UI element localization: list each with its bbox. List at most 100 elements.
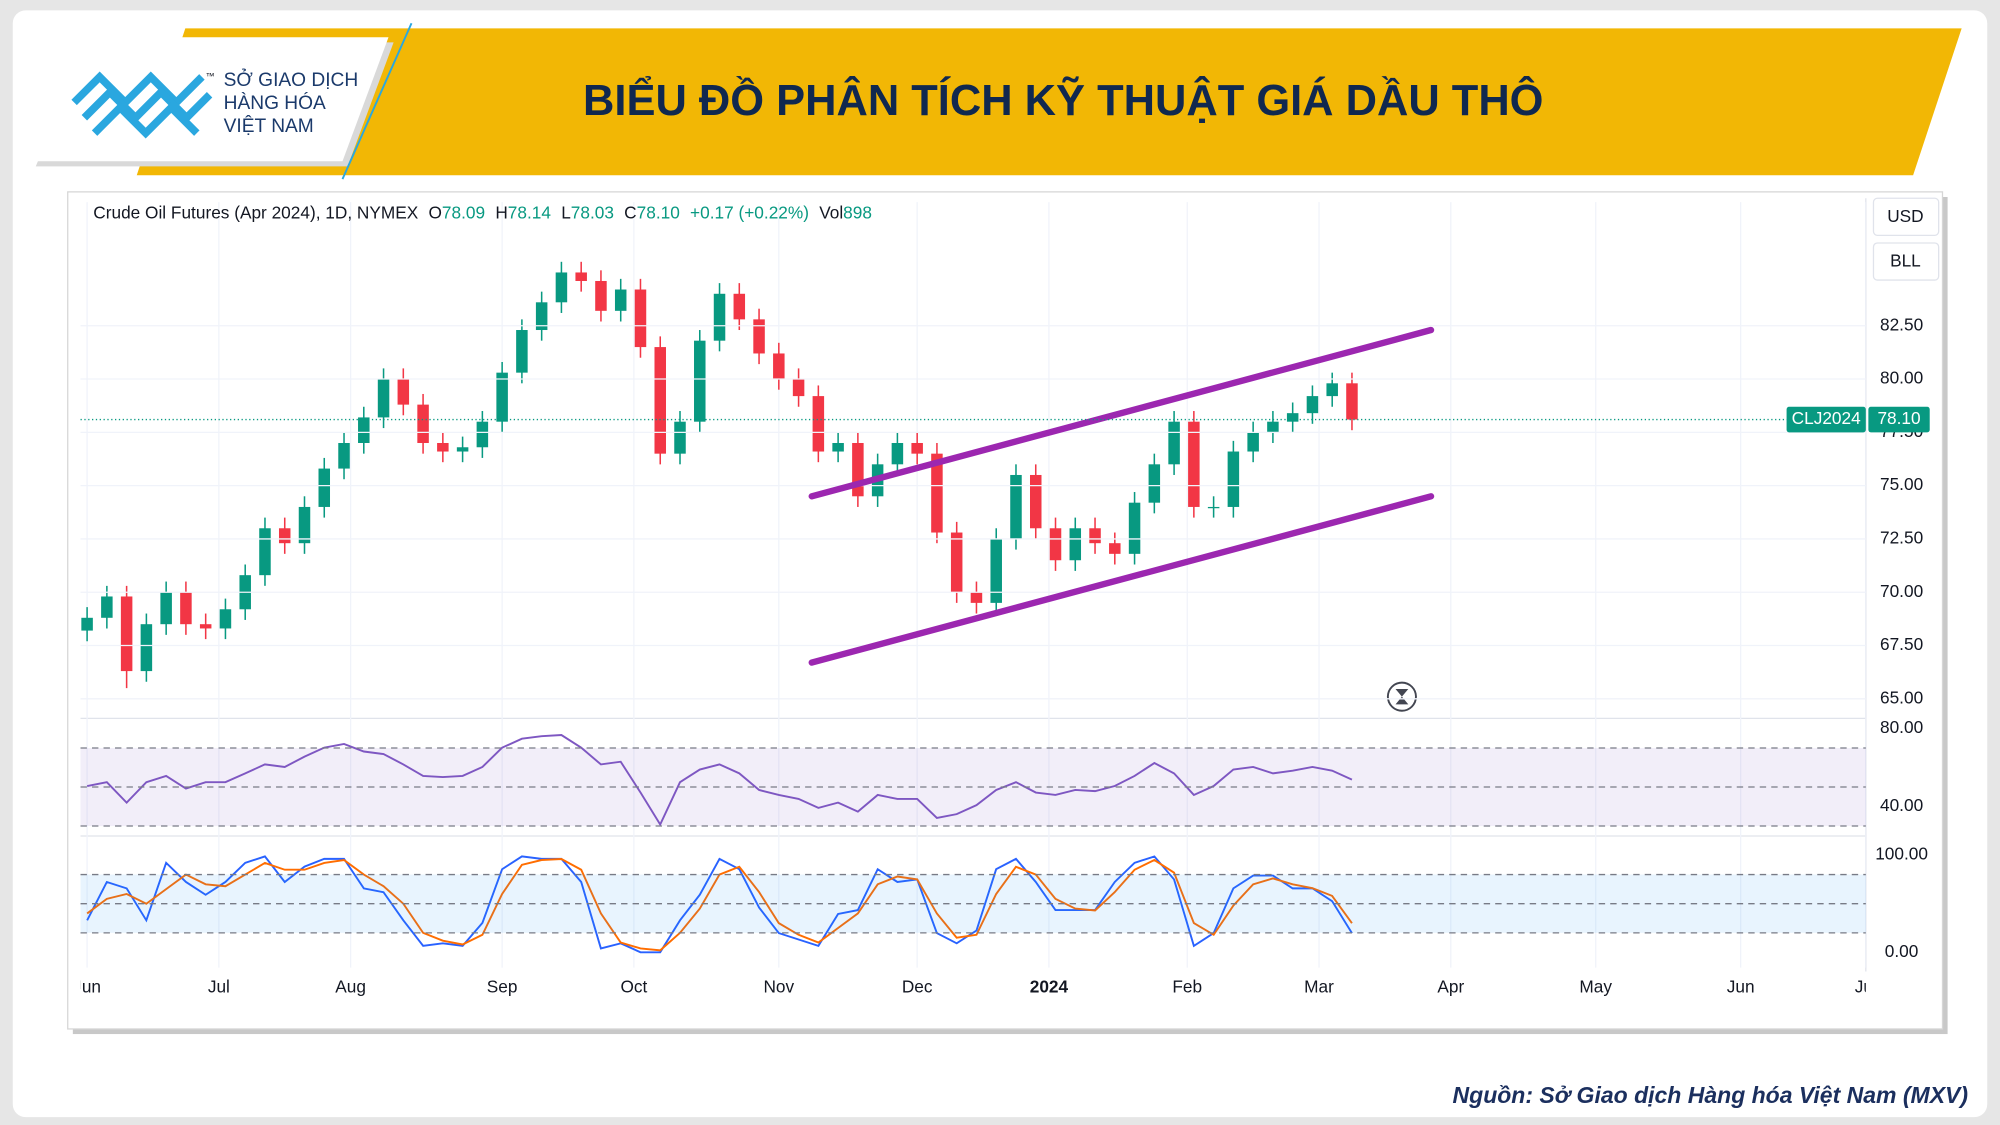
y-tick-label: 65.00	[1880, 687, 1923, 707]
candle-body	[377, 379, 390, 418]
candle-body	[1049, 528, 1062, 561]
hourglass	[1395, 689, 1409, 705]
candle-body	[773, 353, 785, 380]
candle-body	[1326, 383, 1338, 397]
currency-label: USD	[1887, 206, 1923, 226]
indicator-line	[86, 734, 1353, 827]
unit-label: BLL	[1890, 251, 1921, 271]
y-tick-label: 72.50	[1880, 527, 1923, 547]
logo-icon	[71, 71, 213, 139]
y-tick-label: 0.00	[1885, 941, 1919, 961]
candle-body	[1168, 421, 1180, 465]
candle-body	[911, 442, 923, 454]
logo-text: HÀNG HÓA	[224, 92, 326, 114]
chart-title: Crude Oil Futures (Apr 2024), 1D, NYMEX	[93, 202, 418, 222]
candle-body	[120, 596, 133, 672]
candle-body	[516, 330, 528, 373]
price-tag	[1868, 406, 1930, 433]
price-change: +0.17 (+0.22%)	[690, 202, 809, 222]
candle-body	[219, 609, 232, 629]
indicator-line	[86, 855, 1353, 954]
unit-button[interactable]	[1872, 242, 1940, 281]
replay-icon[interactable]	[1386, 681, 1417, 712]
candle-body	[634, 289, 647, 348]
logo-tm: ™	[206, 71, 215, 81]
candle-body	[694, 340, 706, 422]
candle-body	[496, 372, 508, 422]
candle-body	[397, 379, 410, 405]
candle-body	[140, 624, 153, 672]
candle-body	[614, 289, 627, 311]
ohlc-value: 78.09	[442, 202, 485, 222]
candle-body	[1128, 502, 1141, 554]
candle-body	[1029, 474, 1042, 529]
chart-header: Crude Oil Futures (Apr 2024), 1D, NYMEX O…	[93, 202, 872, 222]
candle-body	[199, 624, 212, 629]
y-tick-label: 100.00	[1875, 844, 1928, 864]
candle-body	[456, 447, 469, 452]
ohlc-key: O	[429, 202, 442, 222]
candle-body	[733, 293, 746, 320]
ohlc-key: L	[561, 202, 571, 222]
candle-body	[1227, 451, 1240, 507]
candle-body	[1267, 421, 1279, 433]
ohlc-value: 78.14	[508, 202, 552, 222]
x-tick-label: Jun	[1727, 977, 1755, 997]
logo-chevron	[71, 71, 205, 108]
candle-body	[654, 347, 666, 454]
x-tick-label: May	[1579, 977, 1612, 997]
slide-title: BIỂU ĐỒ PHÂN TÍCH KỸ THUẬT GIÁ DẦU THÔ	[583, 74, 1543, 125]
candle-body	[1069, 528, 1082, 561]
candle-body	[1346, 383, 1358, 420]
candle-body	[674, 421, 686, 454]
y-tick-label: 80.00	[1880, 368, 1923, 388]
currency-button[interactable]	[1872, 197, 1940, 236]
ohlc-value: 78.03	[571, 202, 614, 222]
candle-body	[950, 532, 963, 593]
ohlc-value: 78.10	[637, 202, 680, 222]
candle-body	[990, 538, 1002, 603]
candle-body	[1188, 421, 1200, 507]
candle-body	[555, 272, 568, 303]
candle-body	[792, 379, 805, 397]
candle-body	[81, 617, 93, 631]
x-tick-label: Dec	[902, 977, 933, 997]
candle-body	[1286, 413, 1299, 422]
candle-body	[970, 592, 983, 603]
candle-body	[1010, 474, 1022, 539]
candle-body	[891, 442, 904, 465]
candle-body	[338, 442, 350, 469]
candle-body	[931, 453, 943, 533]
candle-body	[358, 417, 370, 443]
candle-body	[1089, 528, 1101, 544]
candle-body	[713, 293, 726, 341]
x-tick-label: Apr	[1437, 977, 1464, 997]
candle-body	[1247, 432, 1259, 452]
y-tick-label: 82.50	[1880, 314, 1923, 334]
x-tick-label: Sep	[487, 977, 518, 997]
candle-body	[1148, 464, 1161, 503]
logo-text: SỞ GIAO DỊCH	[224, 69, 359, 91]
x-tick-label: Feb	[1172, 977, 1202, 997]
price-tag-label: 78.10	[1877, 408, 1920, 428]
logo-chevron	[91, 102, 200, 139]
x-tick-label: Aug	[335, 977, 366, 997]
candle-body	[753, 319, 765, 354]
candle-body	[160, 592, 172, 625]
volume-key: Vol	[819, 202, 843, 222]
candle-body	[852, 442, 864, 497]
channel-line	[808, 493, 1435, 666]
logo-text: VIỆT NAM	[224, 116, 314, 137]
ohlc-key: C	[624, 202, 636, 222]
channel-line	[808, 326, 1435, 500]
candle-body	[476, 421, 489, 448]
candle-body	[1109, 543, 1121, 554]
x-tick-label: 2024	[1030, 977, 1069, 997]
candle-body	[101, 596, 113, 618]
y-tick-label: 80.00	[1880, 717, 1923, 737]
title-banner	[136, 28, 1962, 176]
candle-body	[812, 396, 825, 452]
candle-body	[437, 442, 449, 452]
x-tick-label: Mar	[1304, 977, 1334, 997]
candle-body	[278, 528, 291, 544]
